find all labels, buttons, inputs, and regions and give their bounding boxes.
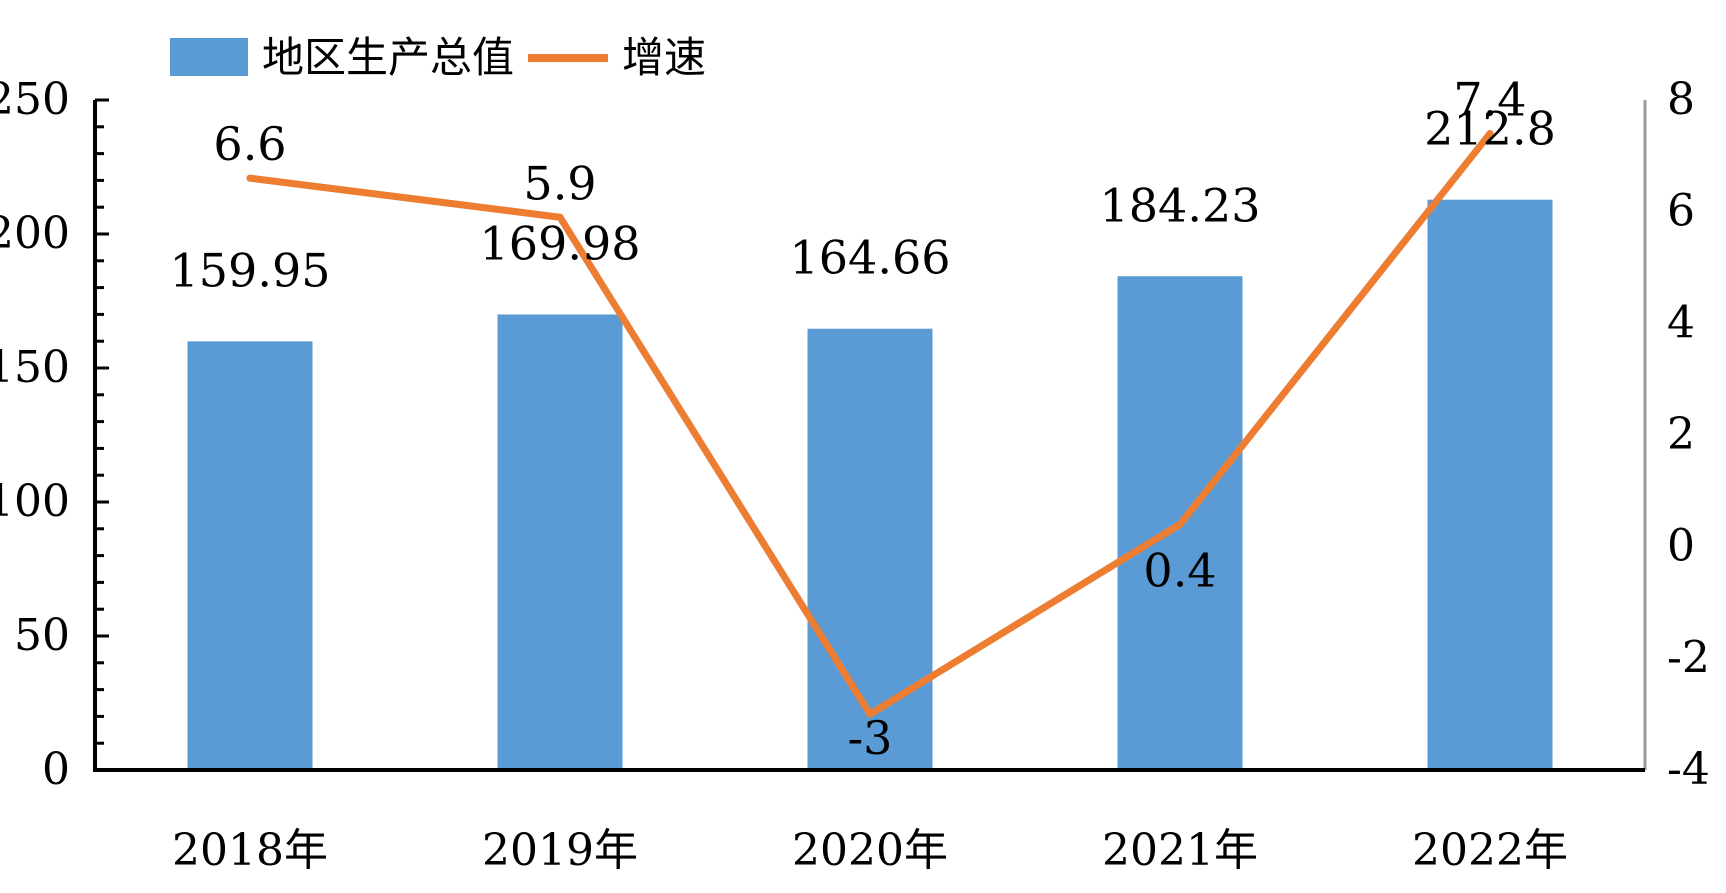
y-axis-left-tick-label: 200 xyxy=(0,208,70,259)
bar-data-label: 212.8 xyxy=(1424,102,1556,156)
line-point-growth-rate xyxy=(1486,130,1494,137)
bar-data-label: 184.23 xyxy=(1100,178,1261,232)
x-axis-category-label: 2020年 xyxy=(792,825,948,876)
bar-gdp xyxy=(187,341,313,770)
y-axis-left-tick-label: 50 xyxy=(14,610,70,661)
bar-data-label: 164.66 xyxy=(790,231,951,285)
line-point-growth-rate xyxy=(866,710,874,718)
line-data-label: 0.4 xyxy=(1143,543,1216,597)
y-axis-right-tick-label: 6 xyxy=(1667,186,1695,237)
x-axis-category-label: 2021年 xyxy=(1102,825,1258,876)
bar-data-label: 169.98 xyxy=(480,216,641,270)
y-axis-right-tick-label: 8 xyxy=(1667,74,1695,125)
bar-gdp xyxy=(497,314,623,770)
y-axis-left-tick-label: 0 xyxy=(42,744,70,795)
y-axis-right-tick-label: 4 xyxy=(1667,297,1695,348)
legend-label-growth: 增速 xyxy=(622,33,706,82)
line-point-growth-rate xyxy=(556,213,564,221)
y-axis-left-tick-label: 250 xyxy=(0,74,70,125)
line-data-label: -3 xyxy=(848,711,893,765)
bar-gdp xyxy=(1427,199,1553,771)
line-point-growth-rate xyxy=(246,174,254,182)
y-axis-right-tick-label: -4 xyxy=(1667,744,1710,795)
x-axis-category-label: 2019年 xyxy=(482,825,638,876)
line-point-growth-rate xyxy=(1176,520,1184,528)
line-data-label: 6.6 xyxy=(213,117,286,171)
y-axis-right-tick-label: 0 xyxy=(1667,521,1695,572)
bar-data-label: 159.95 xyxy=(170,243,331,297)
y-axis-right-tick-label: -2 xyxy=(1667,632,1710,683)
legend-label-gdp: 地区生产总值 xyxy=(262,33,514,82)
line-data-label: 5.9 xyxy=(523,156,596,210)
x-axis-category-label: 2018年 xyxy=(172,825,328,876)
x-axis-category-label: 2022年 xyxy=(1412,825,1568,876)
y-axis-left-tick-label: 150 xyxy=(0,342,70,393)
legend-swatch-gdp xyxy=(170,38,248,76)
y-axis-right-tick-label: 2 xyxy=(1667,409,1695,460)
bar-gdp xyxy=(807,328,933,770)
line-data-label: 7.4 xyxy=(1453,73,1526,127)
y-axis-left-tick-label: 100 xyxy=(0,476,70,527)
